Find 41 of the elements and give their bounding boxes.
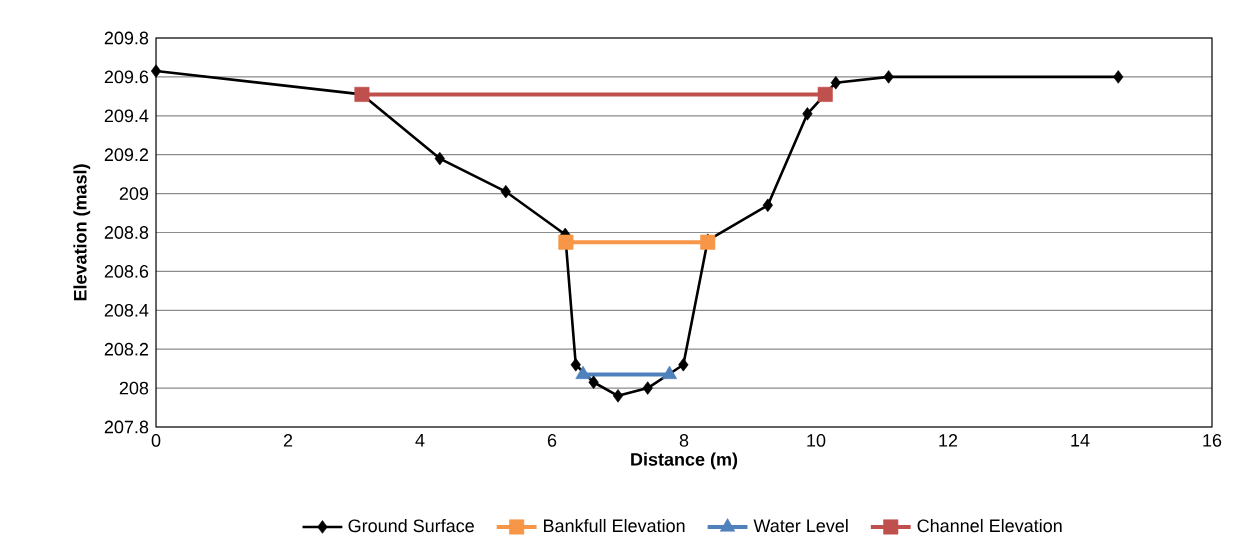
point: [642, 381, 653, 395]
y-tick-label: 209: [119, 187, 149, 200]
x-axis-title: Distance (m): [631, 452, 738, 470]
y-tick-label: 209.8: [104, 31, 149, 45]
y-tick-label: 207.8: [104, 420, 149, 434]
y-tick-label: 209.2: [104, 148, 149, 162]
legend-label: Water Level: [753, 518, 848, 533]
legend-label: Bankfull Elevation: [544, 518, 685, 533]
point: [570, 358, 581, 372]
point: [612, 389, 624, 403]
point: [802, 107, 813, 121]
y-tick-label: 208.6: [104, 265, 149, 278]
legend-label: Channel Elevation: [917, 518, 1062, 533]
point: [500, 184, 511, 199]
x-tick-label: 16: [1203, 434, 1222, 447]
x-tick-label: 14: [1071, 434, 1090, 447]
y-tick-label: 209.6: [104, 70, 149, 84]
point: [588, 375, 599, 389]
legend-label: Ground Surface: [348, 518, 474, 533]
point: [1113, 70, 1124, 84]
point: [150, 64, 162, 78]
x-tick-label: 2: [283, 434, 293, 447]
y-tick-label: 208: [119, 381, 149, 395]
y-axis-title: Elevation (masl): [73, 164, 91, 301]
x-tick-label: 10: [807, 434, 826, 447]
point: [883, 70, 894, 84]
y-tick-label: 209.4: [104, 109, 149, 123]
x-tick-label: 6: [547, 434, 557, 447]
x-tick-label: 8: [679, 434, 689, 447]
point: [817, 86, 833, 102]
y-tick-label: 208.4: [104, 303, 149, 317]
y-tick-label: 208.2: [104, 342, 149, 356]
x-tick-label: 12: [939, 434, 958, 447]
point: [762, 198, 773, 212]
point: [558, 234, 574, 250]
x-tick-label: 4: [415, 434, 425, 447]
x-tick-label: 0: [151, 434, 161, 447]
y-tick-label: 208.8: [104, 226, 149, 239]
point: [830, 76, 841, 90]
point: [434, 151, 445, 166]
point: [678, 358, 689, 372]
